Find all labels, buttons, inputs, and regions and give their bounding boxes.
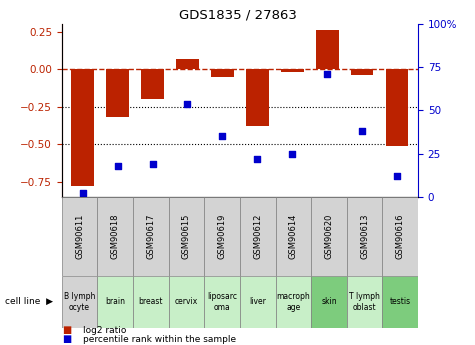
Bar	[311, 197, 347, 276]
Bar	[169, 197, 204, 276]
Text: GSM90616: GSM90616	[396, 214, 405, 259]
Bar	[386, 69, 408, 146]
Point	[184, 101, 191, 106]
Bar	[351, 69, 373, 75]
Bar	[106, 69, 129, 117]
Text: liposarc
oma: liposarc oma	[207, 292, 237, 312]
Bar	[204, 276, 240, 328]
Bar	[382, 276, 418, 328]
Bar	[133, 276, 169, 328]
Text: log2 ratio: log2 ratio	[83, 326, 126, 335]
Bar	[382, 197, 418, 276]
Text: skin: skin	[321, 297, 337, 306]
Point	[218, 134, 226, 139]
Bar	[62, 276, 97, 328]
Text: breast: breast	[139, 297, 163, 306]
Bar	[176, 59, 199, 69]
Bar	[240, 197, 276, 276]
Point	[288, 151, 296, 156]
Bar	[97, 197, 133, 276]
Text: ■: ■	[62, 334, 71, 344]
Text: GSM90613: GSM90613	[360, 214, 369, 259]
Bar	[169, 276, 204, 328]
Point	[79, 190, 86, 196]
Bar	[97, 276, 133, 328]
Text: GSM90615: GSM90615	[182, 214, 191, 259]
Text: GSM90611: GSM90611	[75, 214, 84, 259]
Bar	[62, 197, 97, 276]
Text: GSM90612: GSM90612	[253, 214, 262, 259]
Text: cervix: cervix	[175, 297, 198, 306]
Bar	[276, 197, 311, 276]
Bar	[246, 69, 269, 126]
Point	[323, 71, 331, 77]
Bar	[347, 276, 382, 328]
Text: testis: testis	[390, 297, 411, 306]
Bar	[316, 30, 339, 69]
Bar	[204, 197, 240, 276]
Bar	[311, 276, 347, 328]
Text: T lymph
oblast: T lymph oblast	[349, 292, 380, 312]
Bar	[71, 69, 94, 186]
Point	[393, 173, 401, 179]
Text: brain: brain	[105, 297, 125, 306]
Bar	[276, 276, 311, 328]
Text: GSM90619: GSM90619	[218, 214, 227, 259]
Text: percentile rank within the sample: percentile rank within the sample	[83, 335, 236, 344]
Text: B lymph
ocyte: B lymph ocyte	[64, 292, 95, 312]
Point	[358, 128, 366, 134]
Text: GSM90620: GSM90620	[324, 214, 333, 259]
Bar	[141, 69, 164, 99]
Point	[114, 163, 122, 168]
Point	[149, 161, 156, 167]
Bar	[281, 69, 304, 72]
Text: GSM90618: GSM90618	[111, 214, 120, 259]
Text: GSM90617: GSM90617	[146, 214, 155, 259]
Text: GSM90614: GSM90614	[289, 214, 298, 259]
Bar	[240, 276, 276, 328]
Bar	[347, 197, 382, 276]
Text: GDS1835 / 27863: GDS1835 / 27863	[179, 9, 296, 22]
Point	[254, 156, 261, 161]
Bar	[211, 69, 234, 77]
Text: ■: ■	[62, 325, 71, 335]
Text: liver: liver	[249, 297, 266, 306]
Text: cell line  ▶: cell line ▶	[5, 297, 53, 306]
Bar	[133, 197, 169, 276]
Text: macroph
age: macroph age	[276, 292, 310, 312]
